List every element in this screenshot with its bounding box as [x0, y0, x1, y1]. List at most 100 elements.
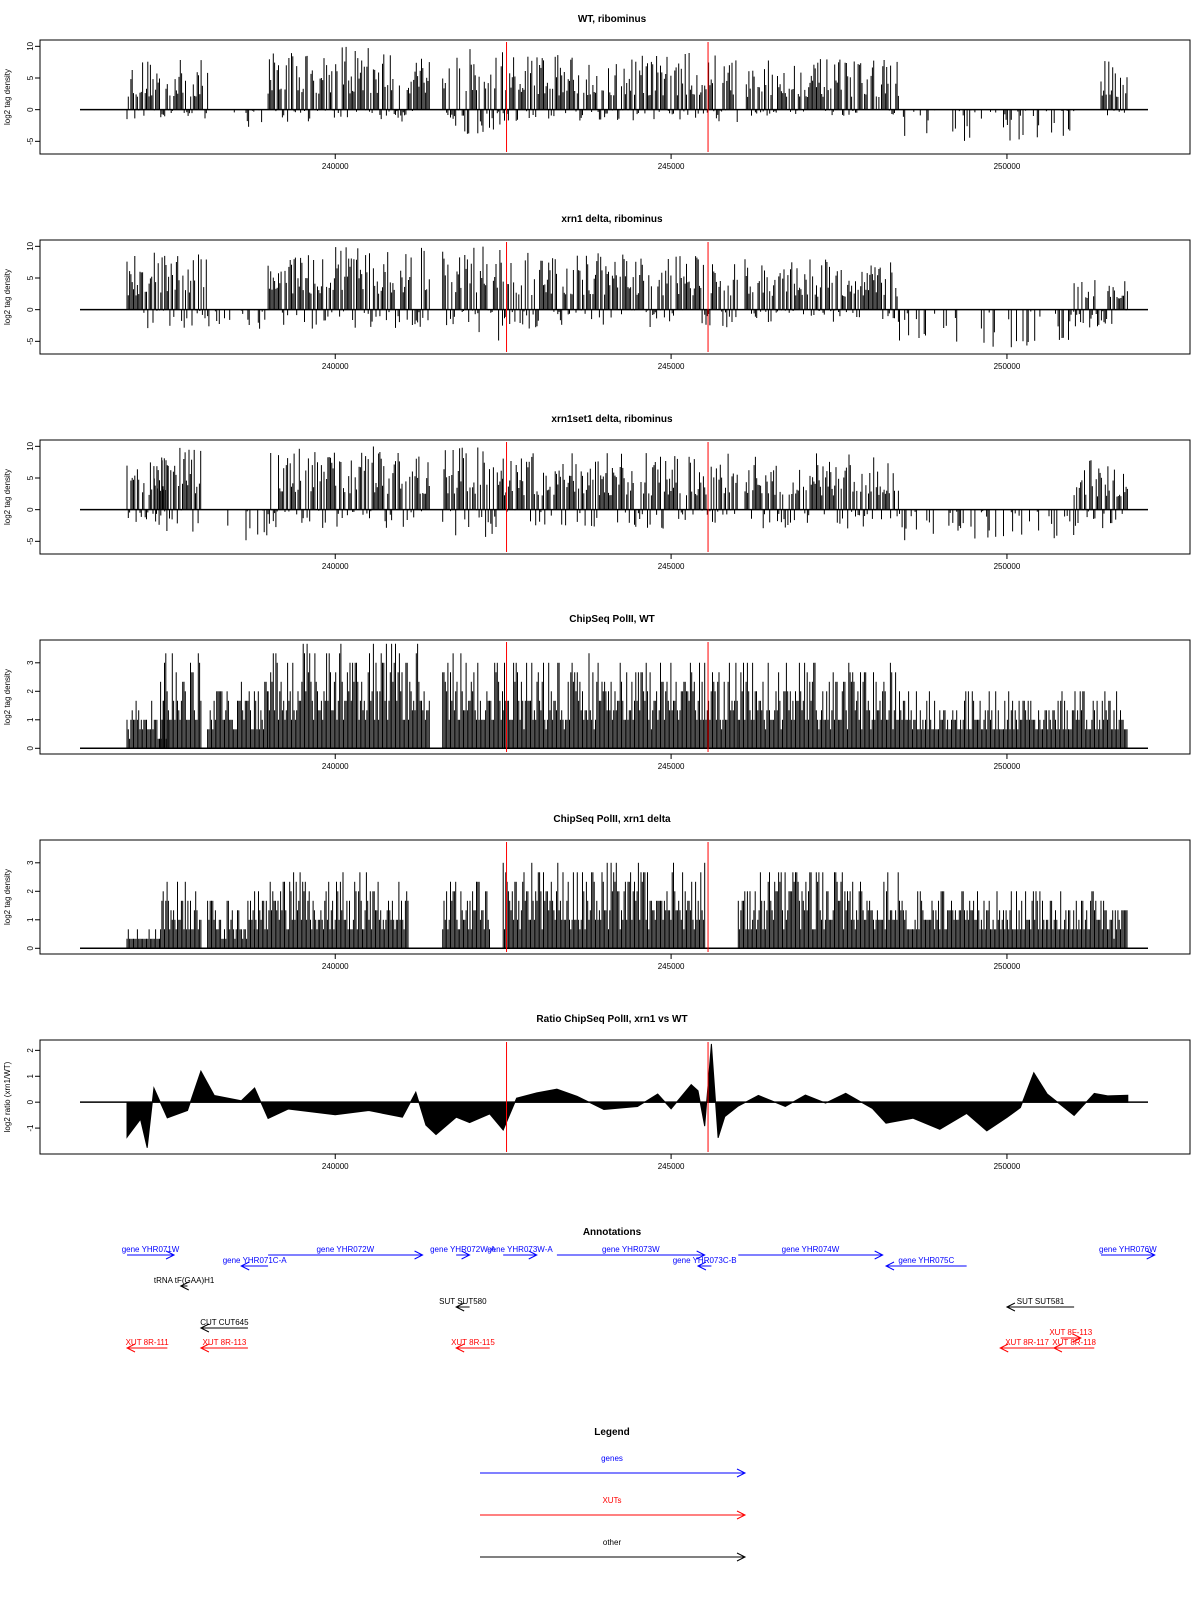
y-tick-label: 0: [26, 507, 35, 512]
panel-frame: [39, 239, 1191, 355]
feature-label: XUT 8R-117: [1005, 1338, 1049, 1347]
feature-label: gene YHR075C: [898, 1256, 954, 1265]
panel-title: xrn1set1 delta, ribominus: [551, 414, 673, 425]
y-tick-label: 0: [26, 107, 35, 112]
y-tick-label: 0: [26, 307, 35, 312]
feature-arrowhead: [696, 1250, 706, 1260]
feature-arrowhead: [455, 1343, 465, 1353]
feature-arrowhead: [1146, 1250, 1156, 1260]
feature-label: CUT CUT645: [200, 1318, 249, 1327]
y-tick-label: -5: [26, 337, 35, 345]
y-tick-label: 10: [26, 241, 35, 250]
feature-arrowhead: [240, 1261, 250, 1271]
annotation-gene: gene YHR072W-A: [430, 1245, 496, 1260]
panel-3: xrn1set1 delta, ribominus log2 tag densit…: [3, 414, 1191, 571]
feature-label: XUT 8R-115: [451, 1338, 495, 1347]
feature-label: gene YHR071W: [122, 1245, 180, 1254]
legend-arrowhead: [736, 1552, 747, 1562]
legend: Legend genes XUTs other: [480, 1427, 747, 1562]
panel-title: WT, ribominus: [578, 14, 647, 25]
feature-arrowhead: [1052, 1343, 1063, 1353]
annotation-xut: XUT 8R-117: [999, 1338, 1054, 1353]
annotations-title: Annotations: [583, 1227, 642, 1238]
panel-6: Ratio ChipSeq PolII, xrn1 vs WT log2 rati…: [3, 1014, 1191, 1171]
data-marks: [80, 643, 1148, 750]
annotation-gene: gene YHR076W: [1099, 1245, 1157, 1260]
panel-4: ChipSeq PolII, WT log2 tag density 3 2 1 0 240…: [3, 614, 1191, 771]
feature-arrowhead: [455, 1302, 465, 1312]
annotation-other: SUT SUT581: [1005, 1297, 1075, 1312]
y-axis-label: log2 tag density: [3, 269, 12, 325]
x-tick-label: 250000: [994, 1162, 1021, 1171]
x-tick-label: 250000: [994, 162, 1021, 171]
panel-frame: [39, 39, 1191, 155]
legend-item: genes: [480, 1454, 747, 1478]
feature-arrowhead: [179, 1281, 189, 1291]
feature-label: gene YHR072W: [316, 1245, 374, 1254]
feature-label: gene YHR076W: [1099, 1245, 1157, 1254]
y-axis-label: log2 ratio (xrn1/WT): [3, 1061, 12, 1132]
x-tick-label: 250000: [994, 962, 1021, 971]
data-marks: [80, 446, 1148, 541]
feature-arrowhead: [461, 1250, 471, 1260]
feature-arrowhead: [199, 1323, 210, 1333]
y-tick-label: -5: [26, 137, 35, 145]
annotation-other: SUT SUT580: [439, 1297, 487, 1312]
y-tick-label: 0: [26, 1099, 35, 1104]
feature-arrowhead: [125, 1343, 136, 1353]
data-marks: [80, 1043, 1148, 1148]
annotation-gene: gene YHR071C-A: [223, 1256, 288, 1271]
y-tick-label: 3: [26, 860, 35, 865]
legend-arrowhead: [736, 1510, 747, 1520]
x-tick-label: 250000: [994, 762, 1021, 771]
y-tick-label: 1: [26, 1073, 35, 1078]
feature-label: XUT 8R-113: [203, 1338, 247, 1347]
panel-frame: [39, 439, 1191, 555]
feature-arrowhead: [999, 1343, 1009, 1353]
y-tick-label: 10: [26, 41, 35, 50]
feature-arrowhead: [1072, 1333, 1082, 1343]
feature-label: XUT 8R-111: [126, 1338, 170, 1347]
x-tick-label: 245000: [658, 362, 685, 371]
ratio-area: [126, 1043, 1129, 1148]
annotation-gene: gene YHR071W: [122, 1245, 180, 1260]
y-tick-label: 2: [26, 689, 35, 694]
annotation-other: CUT CUT645: [199, 1318, 249, 1333]
panel-5: ChipSeq PolII, xrn1 delta log2 tag densit…: [3, 814, 1191, 971]
x-tick-label: 245000: [658, 162, 685, 171]
data-marks: [80, 46, 1148, 141]
x-tick-label: 240000: [322, 962, 349, 971]
x-tick-label: 240000: [322, 562, 349, 571]
feature-label: gene YHR074W: [782, 1245, 840, 1254]
annotation-features: gene YHR071W gene YHR071C-A gene YHR072W ge…: [122, 1245, 1157, 1353]
panel-frame: [39, 839, 1191, 955]
feature-label: tRNA tF(GAA)H1: [154, 1276, 215, 1285]
panel-title: ChipSeq PolII, xrn1 delta: [553, 814, 671, 825]
legend-arrowhead: [736, 1468, 747, 1478]
y-tick-label: 3: [26, 660, 35, 665]
y-tick-label: 1: [26, 917, 35, 922]
x-tick-label: 240000: [322, 1162, 349, 1171]
legend-label: other: [603, 1538, 622, 1547]
x-tick-label: 250000: [994, 362, 1021, 371]
y-tick-label: 0: [26, 746, 35, 751]
y-axis-label: log2 tag density: [3, 669, 12, 725]
x-tick-label: 245000: [658, 562, 685, 571]
feature-label: SUT SUT581: [1017, 1297, 1065, 1306]
annotation-gene: gene YHR072W: [268, 1245, 424, 1260]
feature-arrowhead: [165, 1250, 176, 1260]
feature-arrowhead: [1005, 1302, 1016, 1312]
panel-frame: [39, 639, 1191, 755]
legend-label: XUTs: [602, 1496, 621, 1505]
y-tick-label: 5: [26, 475, 35, 480]
y-tick-label: -1: [26, 1124, 35, 1132]
feature-arrowhead: [528, 1250, 538, 1260]
annotation-other: tRNA tF(GAA)H1: [154, 1276, 215, 1291]
y-axis-label: log2 tag density: [3, 469, 12, 525]
feature-label: gene YHR071C-A: [223, 1256, 288, 1265]
x-tick-label: 240000: [322, 162, 349, 171]
x-tick-label: 250000: [994, 562, 1021, 571]
panel-frame: [39, 1039, 1191, 1155]
